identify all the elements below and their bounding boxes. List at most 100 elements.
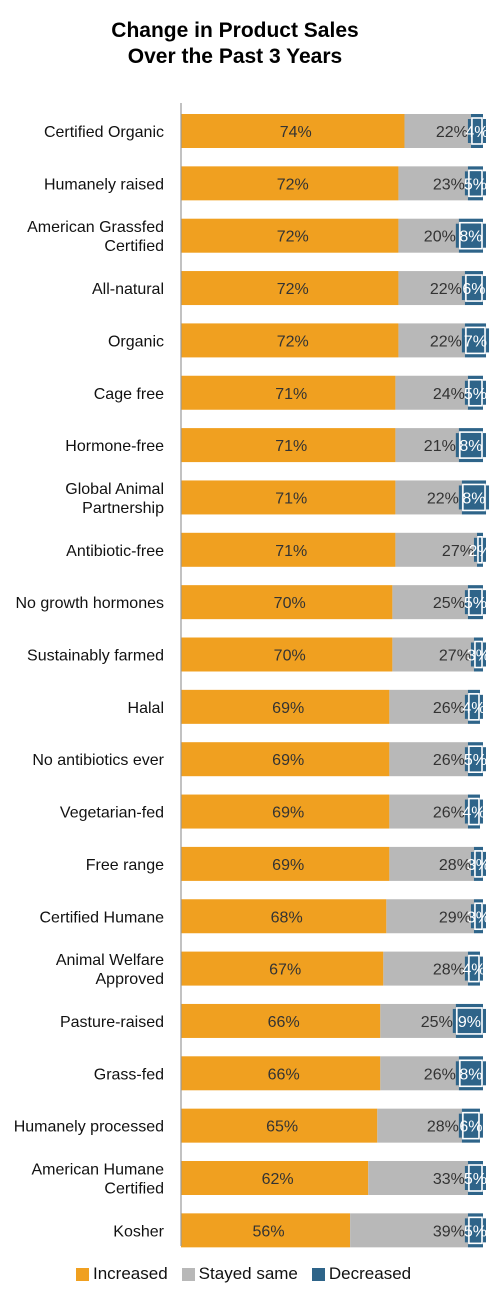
- value-label-stayed-same: 33%: [433, 1171, 465, 1188]
- bar-outline-decreased: [468, 1164, 483, 1192]
- value-label-decreased: 6%: [459, 1119, 482, 1136]
- value-label-decreased: 7%: [464, 333, 487, 350]
- category-label-line: Certified Humane: [40, 909, 165, 926]
- value-label-stayed-same: 39%: [433, 1223, 465, 1240]
- legend-swatch-decreased: [311, 1267, 325, 1281]
- category-label: Free range: [86, 857, 164, 874]
- bar-outline-decreased: [459, 1059, 483, 1088]
- value-label-decreased: 4%: [465, 124, 488, 141]
- category-label-line: Kosher: [113, 1223, 164, 1240]
- bar-outline-decreased: [456, 1007, 483, 1035]
- bar-tab-decreased: [483, 851, 486, 876]
- value-label-stayed-same: 23%: [433, 176, 465, 193]
- bar-outline-decreased: [468, 169, 483, 198]
- category-label: Sustainably farmed: [27, 648, 164, 665]
- bar-tab-decreased: [470, 851, 474, 876]
- category-label: Hormone-free: [65, 438, 164, 455]
- bar-segment-stayed-same: [392, 585, 468, 620]
- bar-segment-decreased: [473, 899, 483, 934]
- bar-segment-increased: [181, 375, 396, 410]
- bar-segment-stayed-same: [350, 1213, 468, 1248]
- value-label-decreased: 5%: [464, 1223, 487, 1240]
- category-label: Global Animal Partnership: [65, 481, 164, 517]
- value-label-increased: 65%: [266, 1119, 298, 1136]
- value-label-stayed-same: 22%: [430, 281, 462, 298]
- value-label-increased: 66%: [268, 1014, 300, 1031]
- category-label: Animal Welfare Approved: [56, 952, 164, 988]
- value-label-increased: 71%: [275, 543, 307, 560]
- value-label-increased: 71%: [275, 386, 307, 403]
- bar-outline-decreased: [474, 640, 483, 669]
- bar-segment-decreased: [470, 114, 483, 148]
- bar-tab-decreased: [483, 380, 486, 405]
- bar-segment-increased: [181, 114, 405, 148]
- value-label-stayed-same: 20%: [424, 229, 456, 246]
- value-label-decreased: 8%: [459, 1066, 482, 1083]
- value-label-decreased: 8%: [462, 490, 485, 507]
- bar-tab-decreased: [483, 119, 486, 143]
- bar-segment-increased: [181, 218, 399, 253]
- value-label-stayed-same: 26%: [433, 752, 465, 769]
- value-label-stayed-same: 28%: [439, 857, 471, 874]
- value-label-stayed-same: 27%: [439, 648, 471, 665]
- bar-segment-decreased: [476, 532, 483, 567]
- bar-segment-decreased: [467, 1213, 483, 1248]
- bar-outline-decreased: [468, 745, 483, 774]
- category-label: No growth hormones: [15, 595, 164, 612]
- category-label-line: Certified: [104, 1181, 164, 1198]
- bar-tab-decreased: [483, 904, 486, 929]
- bar-tab-decreased: [461, 276, 465, 301]
- bar-outline-decreased: [471, 117, 483, 145]
- value-label-decreased: 5%: [464, 176, 487, 193]
- category-label-line: Free range: [86, 857, 164, 874]
- category-label: American Humane Certified: [32, 1162, 165, 1198]
- value-label-stayed-same: 25%: [421, 1014, 453, 1031]
- value-label-stayed-same: 22%: [430, 333, 462, 350]
- bar-segment-decreased: [461, 1108, 480, 1143]
- bar-outline-decreased: [459, 221, 483, 250]
- bar-segment-stayed-same: [398, 166, 468, 201]
- bar-segment-increased: [181, 1213, 351, 1248]
- bar-segment-decreased: [455, 1003, 483, 1038]
- bar-segment-stayed-same: [395, 428, 459, 463]
- bar-segment-increased: [181, 846, 390, 881]
- bar-outline-decreased: [468, 1216, 483, 1245]
- bar-segment-decreased: [467, 166, 483, 201]
- category-label: Humanely processed: [14, 1119, 164, 1136]
- value-label-increased: 71%: [275, 490, 307, 507]
- category-label: Certified Humane: [40, 909, 165, 926]
- bar-segment-increased: [181, 271, 399, 306]
- bar-segment-increased: [181, 428, 396, 463]
- bar-tab-decreased: [464, 747, 468, 772]
- bar-segment-increased: [181, 689, 390, 724]
- bar-tab-decreased: [483, 590, 486, 615]
- bar-tab-decreased: [464, 799, 468, 824]
- category-label: No antibiotics ever: [32, 752, 164, 769]
- legend-item-stayed-same: Stayed same: [181, 1264, 298, 1284]
- bar-tab-decreased: [479, 694, 483, 719]
- bar-segment-stayed-same: [368, 1161, 468, 1195]
- value-label-decreased: 6%: [462, 281, 485, 298]
- bar-outline-decreased: [477, 535, 483, 564]
- category-label-line: Approved: [96, 971, 165, 988]
- bar-tab-decreased: [464, 1166, 468, 1190]
- value-label-increased: 72%: [277, 229, 309, 246]
- bar-segment-stayed-same: [398, 218, 459, 253]
- bar-segment-decreased: [458, 218, 483, 253]
- category-label: Pasture-raised: [60, 1014, 164, 1031]
- bar-tab-decreased: [464, 1218, 468, 1243]
- category-label-line: Pasture-raised: [60, 1014, 164, 1031]
- bar-segment-decreased: [467, 1161, 483, 1195]
- value-label-increased: 72%: [277, 333, 309, 350]
- value-label-increased: 68%: [271, 909, 303, 926]
- bar-tab-decreased: [483, 1061, 486, 1086]
- bar-segment-decreased: [473, 637, 483, 672]
- value-label-increased: 70%: [274, 648, 306, 665]
- category-label: Vegetarian-fed: [60, 805, 164, 822]
- bar-segment-stayed-same: [395, 375, 468, 410]
- bar-tab-decreased: [479, 956, 483, 981]
- value-label-increased: 70%: [274, 595, 306, 612]
- bar-segment-decreased: [458, 428, 483, 463]
- category-label-line: Animal Welfare: [56, 952, 164, 969]
- bar-tab-decreased: [483, 276, 486, 301]
